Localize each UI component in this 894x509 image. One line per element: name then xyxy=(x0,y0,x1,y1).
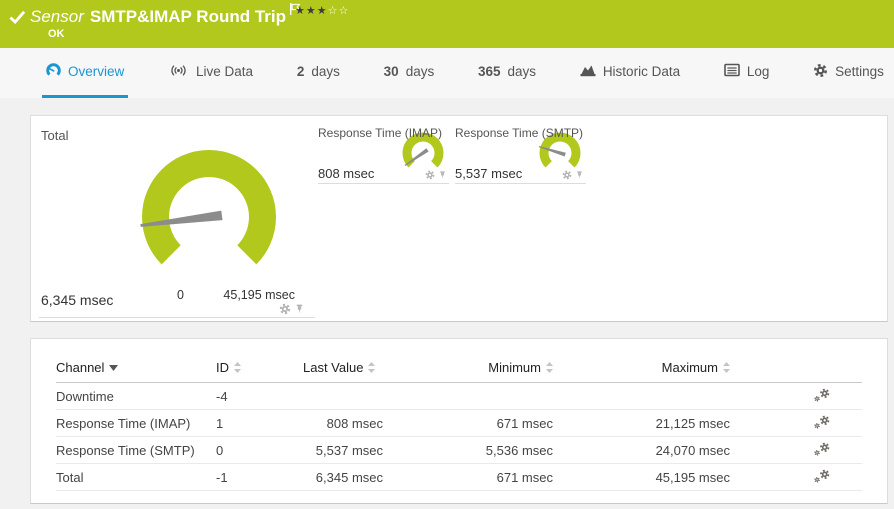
channel-minimum: 5,536 msec xyxy=(485,442,553,458)
channel-maximum: 21,125 msec xyxy=(655,415,730,431)
sensor-header: Sensor SMTP&IMAP Round Trip ★★★☆☆ OK xyxy=(0,0,894,48)
table-row-total: Total -1 6,345 msec 671 msec 45,195 msec xyxy=(56,464,862,491)
channel-name[interactable]: Response Time (SMTP) xyxy=(56,442,195,458)
gear-icon xyxy=(813,63,828,81)
tab-label: Settings xyxy=(835,64,884,79)
sort-arrows-icon xyxy=(368,362,376,373)
gauge-title: Response Time (IMAP) xyxy=(318,126,443,140)
tab-label: Overview xyxy=(68,64,125,79)
star-filled-icons[interactable]: ★★★ xyxy=(295,4,328,17)
channel-name[interactable]: Total xyxy=(56,469,84,485)
priority-stars[interactable]: ★★★☆☆ xyxy=(295,4,349,17)
gauge-value: 6,345 msec xyxy=(41,292,114,308)
tab-label: days xyxy=(311,64,340,79)
channel-id: 0 xyxy=(216,442,224,458)
tab-2-days[interactable]: 2 days xyxy=(293,48,344,98)
star-empty-icons[interactable]: ☆☆ xyxy=(327,4,350,17)
column-header-last-value[interactable]: Last Value xyxy=(303,360,383,375)
flag-icon[interactable] xyxy=(289,1,301,21)
channel-id: 1 xyxy=(216,415,224,431)
table-row-response-time-imap: Response Time (IMAP) 1 808 msec 671 msec… xyxy=(56,410,862,437)
total-gauge xyxy=(140,150,276,265)
tab-settings[interactable]: Settings xyxy=(809,48,888,98)
tab-log[interactable]: Log xyxy=(720,48,774,98)
gauge-scale-max: 45,195 msec xyxy=(223,288,295,302)
sort-arrows-icon xyxy=(546,362,553,373)
gauge-icon xyxy=(46,62,61,81)
gauge-tile-smtp: Response Time (SMTP) 5,537 msec xyxy=(455,120,586,184)
sort-arrows-icon xyxy=(723,362,730,373)
pin-icon[interactable] xyxy=(294,303,305,315)
log-list-icon xyxy=(724,63,740,80)
imap-gauge xyxy=(402,132,444,168)
column-header-minimum[interactable]: Minimum xyxy=(383,360,553,375)
table-row-response-time-smtp: Response Time (SMTP) 0 5,537 msec 5,536 … xyxy=(56,437,862,464)
gauge-tile-total: Total 6,345 msec 0 45,195 msec xyxy=(39,120,315,318)
gauge-tile-imap: Response Time (IMAP) 808 msec xyxy=(318,120,449,184)
channel-last-value: 6,345 msec xyxy=(315,469,383,485)
object-kind-label: Sensor xyxy=(30,7,84,26)
gear-icon[interactable] xyxy=(279,303,291,315)
tab-number: 30 xyxy=(383,64,399,79)
sort-arrows-icon xyxy=(234,362,241,373)
tab-label: Historic Data xyxy=(602,64,681,79)
channel-minimum: 671 msec xyxy=(496,415,553,431)
channel-maximum: 45,195 msec xyxy=(655,469,730,485)
tab-30-days[interactable]: 30 days xyxy=(380,48,439,98)
tab-number: 2 xyxy=(296,64,305,79)
channel-minimum: 671 msec xyxy=(496,469,553,485)
tab-number: 365 xyxy=(477,64,501,79)
area-chart-icon xyxy=(580,63,596,80)
gauges-panel: Total 6,345 msec 0 45,195 msec Response … xyxy=(30,115,888,322)
column-header-maximum[interactable]: Maximum xyxy=(553,360,730,375)
tab-bar: Overview Live Data 2 days 30 days 365 da… xyxy=(0,48,894,98)
gauge-title: Response Time (SMTP) xyxy=(455,126,584,140)
channels-panel: Channel ID Last Value Minimum Maximum xyxy=(30,338,888,504)
column-header-channel[interactable]: Channel xyxy=(56,360,216,375)
gauge-value: 5,537 msec xyxy=(455,166,523,181)
gauge-title: Total xyxy=(41,128,69,143)
tab-label: days xyxy=(507,64,537,79)
smtp-gauge xyxy=(538,132,581,168)
tab-overview[interactable]: Overview xyxy=(42,48,129,98)
channels-table: Channel ID Last Value Minimum Maximum xyxy=(31,339,887,491)
channel-last-value: 5,537 msec xyxy=(315,442,383,458)
tab-live-data[interactable]: Live Data xyxy=(164,48,257,98)
tab-label: days xyxy=(405,64,435,79)
gauge-scale-min: 0 xyxy=(177,288,184,302)
channel-settings-gears-icon[interactable] xyxy=(813,415,830,432)
channel-settings-gears-icon[interactable] xyxy=(813,388,830,405)
channel-name[interactable]: Downtime xyxy=(56,388,114,404)
broadcast-icon xyxy=(168,63,189,81)
ok-check-icon xyxy=(9,10,26,29)
table-header-row: Channel ID Last Value Minimum Maximum xyxy=(56,353,862,383)
channel-last-value: 808 msec xyxy=(326,415,383,431)
column-header-id[interactable]: ID xyxy=(216,360,303,375)
channel-settings-gears-icon[interactable] xyxy=(813,442,830,459)
channel-name[interactable]: Response Time (IMAP) xyxy=(56,415,191,431)
page-title: SMTP&IMAP Round Trip xyxy=(89,7,286,26)
sort-desc-icon xyxy=(109,364,119,371)
table-row-downtime: Downtime -4 xyxy=(56,383,862,410)
status-badge: OK xyxy=(48,28,65,40)
tab-label: Log xyxy=(746,64,770,79)
gauge-value: 808 msec xyxy=(318,166,375,181)
channel-settings-gears-icon[interactable] xyxy=(813,469,830,486)
channel-id: -1 xyxy=(216,469,228,485)
tab-historic-data[interactable]: Historic Data xyxy=(576,48,684,98)
tab-365-days[interactable]: 365 days xyxy=(474,48,540,98)
channel-maximum: 24,070 msec xyxy=(655,442,730,458)
channel-id: -4 xyxy=(216,388,228,404)
tab-label: Live Data xyxy=(196,64,254,79)
